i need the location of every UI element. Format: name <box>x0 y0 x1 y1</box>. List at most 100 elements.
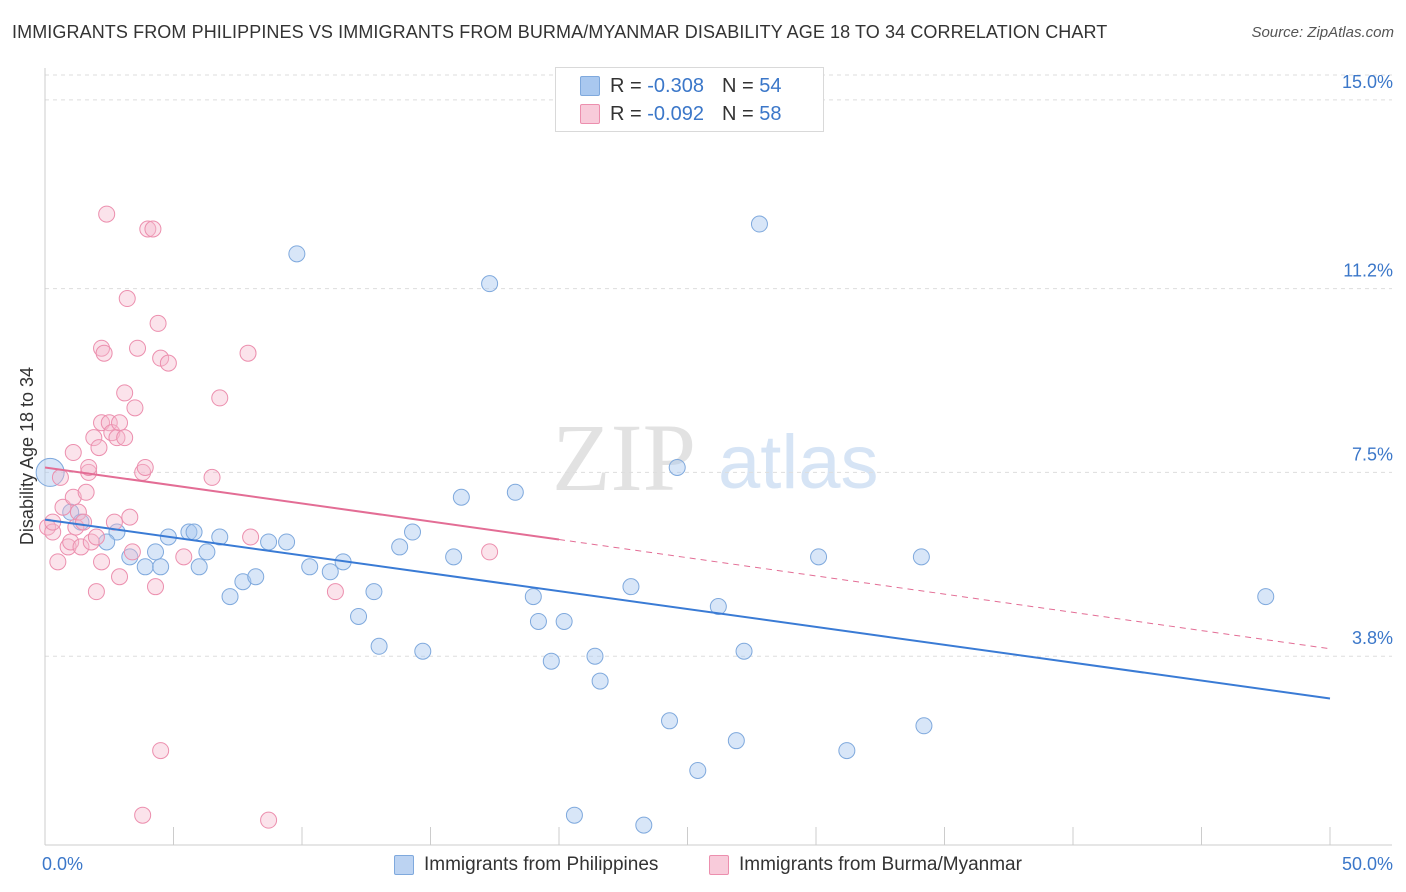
data-point-philippines <box>108 523 126 541</box>
data-point-philippines <box>727 732 745 750</box>
data-point-burma <box>144 220 162 238</box>
data-point-burma <box>326 583 344 601</box>
data-point-philippines <box>912 548 930 566</box>
data-point-philippines <box>750 215 768 233</box>
data-point-philippines <box>661 712 679 730</box>
data-point-philippines <box>98 533 116 551</box>
data-point-burma <box>87 528 105 546</box>
y-tick-label: 3.8% <box>1352 628 1393 648</box>
data-point-philippines <box>121 548 139 566</box>
data-point-philippines <box>565 806 583 824</box>
data-point-burma <box>139 220 157 238</box>
data-point-burma <box>147 578 165 596</box>
data-point-philippines <box>211 528 229 546</box>
legend-n-label: N = <box>721 74 754 97</box>
grid-lines <box>45 74 1392 657</box>
trend-line-philippines <box>44 518 1331 700</box>
correlation-legend: R = -0.308 N = 54 R = -0.092 N = 58 <box>555 67 824 132</box>
legend-n-value: 54 <box>759 74 782 97</box>
legend-r-label: R = <box>610 102 642 125</box>
data-point-burma <box>136 458 154 476</box>
data-point-burma <box>100 414 118 432</box>
legend-swatch-pink <box>580 104 600 124</box>
data-point-burma <box>49 553 67 571</box>
series-legend-philippines: Immigrants from Philippines <box>394 852 658 878</box>
data-point-philippines <box>668 458 686 476</box>
data-point-philippines <box>247 568 265 586</box>
legend-swatch-blue <box>580 76 600 96</box>
data-point-burma <box>118 290 136 308</box>
chart-title: IMMIGRANTS FROM PHILIPPINES VS IMMIGRANT… <box>12 22 1108 42</box>
legend-r-value: -0.092 <box>647 102 704 125</box>
data-point-philippines <box>635 816 653 834</box>
data-point-burma <box>126 399 144 417</box>
tick-labels: 3.8% 7.5% 11.2% 15.0% 0.0% 50.0% <box>42 72 1393 874</box>
series-philippines <box>35 215 1275 834</box>
data-point-philippines <box>709 598 727 616</box>
data-point-philippines <box>221 588 239 606</box>
data-point-philippines <box>234 573 252 591</box>
data-point-burma <box>239 344 257 362</box>
series-legend-burma: Immigrants from Burma/Myanmar <box>709 852 1022 878</box>
data-point-philippines <box>445 548 463 566</box>
data-point-burma <box>116 429 134 447</box>
data-point-philippines <box>481 275 499 293</box>
data-point-burma <box>123 543 141 561</box>
data-point-philippines <box>35 457 65 487</box>
data-point-philippines <box>591 672 609 690</box>
data-point-philippines <box>278 533 296 551</box>
data-point-burma <box>116 384 134 402</box>
x-tick-label: 50.0% <box>1342 854 1393 874</box>
data-point-burma <box>175 548 193 566</box>
data-point-philippines <box>506 483 524 501</box>
data-point-burma <box>260 811 278 829</box>
data-point-philippines <box>365 583 383 601</box>
series-name-philippines: Immigrants from Philippines <box>424 854 659 875</box>
data-point-philippines <box>301 558 319 576</box>
data-point-philippines <box>260 533 278 551</box>
data-point-philippines <box>452 488 470 506</box>
data-point-philippines <box>542 652 560 670</box>
watermark: ZIP atlas <box>552 404 879 511</box>
data-point-burma <box>90 439 108 457</box>
data-point-philippines <box>529 612 547 630</box>
legend-n-value: 58 <box>759 102 782 125</box>
data-point-philippines <box>350 607 368 625</box>
data-point-philippines <box>838 742 856 760</box>
trend-line-burma-extension <box>558 538 1331 650</box>
data-point-burma <box>242 528 260 546</box>
data-point-burma <box>54 498 72 516</box>
legend-row-philippines: R = -0.308 N = 54 <box>556 72 781 100</box>
data-point-burma <box>203 468 221 486</box>
data-point-burma <box>77 483 95 501</box>
data-point-burma <box>59 538 77 556</box>
data-point-burma <box>95 344 113 362</box>
data-point-burma <box>82 533 100 551</box>
legend-r-label: R = <box>610 74 642 97</box>
data-point-burma <box>211 389 229 407</box>
data-point-burma <box>481 543 499 561</box>
axes <box>44 68 1392 846</box>
data-point-philippines <box>735 642 753 660</box>
data-point-philippines <box>1257 588 1275 606</box>
data-point-burma <box>98 205 116 223</box>
data-point-burma <box>44 523 62 541</box>
data-point-burma <box>93 553 111 571</box>
data-point-burma <box>75 513 93 531</box>
series-swatch-blue <box>394 855 414 875</box>
data-point-burma <box>111 414 129 432</box>
legend-r-value: -0.308 <box>647 74 704 97</box>
data-point-philippines <box>391 538 409 556</box>
data-point-burma <box>87 583 105 601</box>
watermark-zip: ZIP <box>552 404 696 511</box>
watermark-atlas: atlas <box>718 420 879 505</box>
data-point-philippines <box>136 558 154 576</box>
x-tick-label: 0.0% <box>42 854 83 874</box>
data-point-philippines <box>622 578 640 596</box>
y-tick-label: 15.0% <box>1342 72 1393 92</box>
data-point-burma <box>111 568 129 586</box>
data-point-philippines <box>915 717 933 735</box>
data-point-burma <box>51 468 69 486</box>
data-point-burma <box>121 508 139 526</box>
